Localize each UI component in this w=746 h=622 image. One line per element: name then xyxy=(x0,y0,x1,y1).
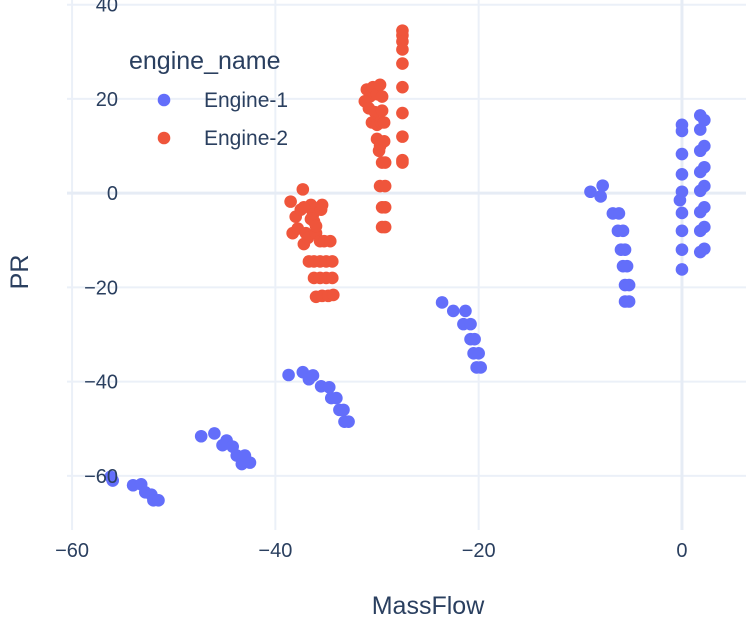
y-axis-ticks: −60 −40 −20 0 20 40 xyxy=(84,0,118,488)
data-point xyxy=(675,168,689,181)
data-point xyxy=(472,347,485,360)
data-point xyxy=(693,205,707,219)
data-point xyxy=(373,78,387,92)
legend-marker xyxy=(157,93,171,107)
data-point xyxy=(396,43,409,56)
data-point xyxy=(315,198,329,212)
data-point xyxy=(622,295,636,308)
data-point xyxy=(377,116,391,129)
data-point xyxy=(675,224,689,238)
data-point xyxy=(208,427,221,440)
x-tick-label: −60 xyxy=(55,540,89,562)
data-point xyxy=(296,183,310,196)
data-point xyxy=(306,369,320,382)
data-point xyxy=(459,304,472,318)
data-point xyxy=(325,255,339,268)
data-point xyxy=(378,200,392,214)
data-point xyxy=(596,179,609,192)
legend-label: Engine-1 xyxy=(204,89,288,112)
data-point xyxy=(620,259,634,273)
data-point xyxy=(378,156,392,169)
data-point xyxy=(612,207,626,220)
data-point xyxy=(194,429,208,443)
data-point xyxy=(323,234,337,248)
legend-item-2[interactable]: Engine-2 xyxy=(157,127,288,150)
data-point xyxy=(337,403,350,417)
data-point xyxy=(594,190,607,203)
y-tick-label: −20 xyxy=(84,277,118,299)
legend-label: Engine-2 xyxy=(204,127,288,150)
x-axis-ticks: −60 −40 −20 0 xyxy=(55,540,687,562)
data-point xyxy=(675,124,689,138)
data-point xyxy=(616,224,630,238)
legend-items[interactable]: Engine-1 Engine-2 xyxy=(157,89,288,150)
series-2 xyxy=(284,24,409,304)
y-axis-title: PR xyxy=(6,255,34,290)
data-point xyxy=(322,380,336,394)
data-point xyxy=(446,304,460,318)
data-point xyxy=(693,123,707,136)
data-point xyxy=(673,193,687,207)
data-point xyxy=(693,245,707,259)
x-tick-label: 0 xyxy=(676,540,687,562)
data-point xyxy=(372,144,386,158)
x-axis-title: MassFlow xyxy=(372,592,485,620)
data-point xyxy=(243,456,257,469)
data-point xyxy=(396,80,409,94)
data-point xyxy=(327,288,340,302)
legend-item-1[interactable]: Engine-1 xyxy=(157,89,288,112)
data-point xyxy=(584,185,597,199)
data-point xyxy=(106,474,120,487)
data-point xyxy=(325,271,339,285)
data-point xyxy=(698,113,711,127)
data-point xyxy=(152,494,165,507)
data-points xyxy=(104,24,711,507)
data-point xyxy=(378,220,392,234)
data-point xyxy=(282,368,295,382)
data-point xyxy=(375,90,389,103)
y-tick-label: −40 xyxy=(84,372,118,394)
data-point xyxy=(342,415,355,428)
series-1 xyxy=(104,109,711,507)
data-point xyxy=(675,147,689,161)
data-point xyxy=(474,361,488,374)
x-tick-label: −20 xyxy=(462,540,496,562)
y-tick-label: 40 xyxy=(96,0,118,17)
data-point xyxy=(297,200,311,214)
data-point xyxy=(464,317,477,331)
y-tick-label: −60 xyxy=(84,466,118,488)
data-point xyxy=(377,135,391,148)
data-point xyxy=(693,144,707,158)
data-point xyxy=(396,57,409,70)
data-point xyxy=(675,263,689,276)
data-point xyxy=(693,165,707,179)
data-point xyxy=(396,130,409,143)
data-point xyxy=(693,224,707,238)
data-point xyxy=(435,296,449,309)
data-point xyxy=(396,106,409,120)
data-point xyxy=(693,184,707,198)
data-point xyxy=(675,243,689,256)
data-point xyxy=(396,156,409,169)
legend-title: engine_name xyxy=(129,47,281,75)
data-point xyxy=(375,104,389,118)
legend-marker xyxy=(157,131,171,145)
data-point xyxy=(330,391,343,405)
x-tick-label: −40 xyxy=(258,540,292,562)
data-point xyxy=(309,219,323,233)
data-point xyxy=(618,243,632,256)
data-point xyxy=(675,206,689,220)
y-tick-label: 20 xyxy=(96,89,118,111)
legend[interactable]: engine_name Engine-1 Engine-2 xyxy=(129,47,288,150)
data-point xyxy=(378,179,392,193)
data-point xyxy=(622,278,636,292)
data-point xyxy=(284,195,297,208)
y-tick-label: 0 xyxy=(107,183,118,205)
data-point xyxy=(468,332,481,346)
